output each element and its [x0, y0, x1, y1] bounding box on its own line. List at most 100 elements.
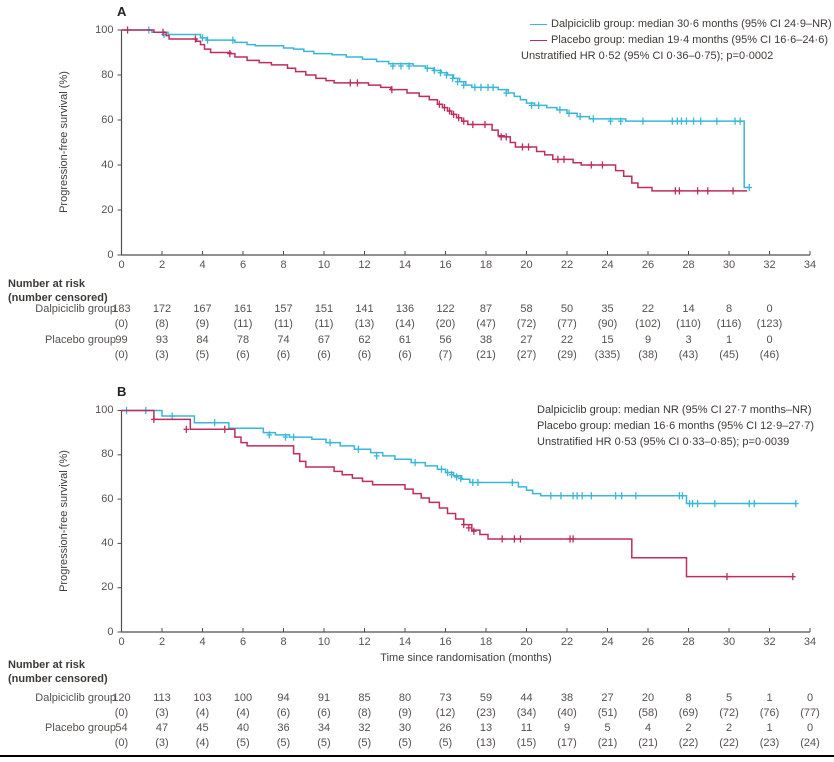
hazard-ratio-note: Unstratified HR 0·52 (95% CI 0·36–0·75);… [521, 48, 832, 64]
censored-count: (6) [317, 707, 331, 719]
at-risk-count: 122 [436, 303, 455, 315]
at-risk-count: 56 [439, 334, 452, 346]
at-risk-count: 161 [233, 303, 253, 315]
censored-count: (69) [678, 707, 699, 719]
censored-count: (6) [357, 349, 372, 361]
y-tick-label: 20 [101, 203, 114, 216]
y-tick-label: 80 [101, 68, 114, 81]
x-tick-label: 20 [520, 636, 533, 648]
legend-entry-dalpiciclib: Dalpiciclib group: median 30·6 months (9… [521, 16, 832, 32]
censored-count: (5) [236, 737, 250, 749]
at-risk-count: 94 [277, 692, 290, 704]
at-risk-count: 0 [766, 334, 773, 346]
at-risk-count: 45 [196, 722, 209, 734]
at-risk-count: 61 [398, 334, 412, 346]
censored-count: (38) [638, 349, 658, 361]
censored-count: (102) [635, 318, 661, 330]
x-tick-label: 6 [239, 636, 247, 648]
y-tick-label: 100 [95, 404, 114, 416]
at-risk-count: 136 [395, 303, 415, 315]
at-risk-count: 151 [314, 303, 334, 315]
censored-count: (5) [357, 737, 372, 749]
at-risk-count: 80 [398, 692, 412, 704]
censored-count: (6) [398, 349, 412, 361]
at-risk-count: 74 [277, 334, 290, 346]
at-risk-count: 54 [115, 722, 128, 734]
at-risk-count: 8 [685, 692, 692, 704]
at-risk-count: 13 [479, 722, 493, 734]
x-tick-label: 2 [158, 259, 166, 271]
censored-count: (5) [195, 349, 210, 361]
censored-count: (40) [557, 707, 577, 719]
x-tick-label: 12 [358, 259, 371, 271]
censored-count: (21) [638, 737, 658, 749]
x-tick-label: 24 [601, 636, 614, 648]
censored-count: (0) [114, 737, 129, 749]
at-risk-count: 1 [766, 692, 773, 704]
at-risk-count: 183 [112, 303, 131, 315]
at-risk-count: 2 [725, 722, 733, 734]
censored-count: (17) [557, 737, 577, 749]
at-risk-count: 27 [520, 334, 533, 346]
censored-count: (6) [276, 707, 291, 719]
at-risk-row-label: Placebo group [45, 334, 116, 346]
censored-count: (24) [800, 737, 820, 749]
censored-count: (0) [114, 707, 129, 719]
at-risk-count: 87 [479, 303, 493, 315]
x-tick-label: 24 [601, 259, 614, 271]
at-risk-count: 73 [439, 692, 452, 704]
legend-entry-placebo: Placebo group: median 19·4 months (95% C… [521, 32, 832, 48]
at-risk-count: 78 [236, 334, 250, 346]
at-risk-count: 0 [806, 692, 814, 704]
censored-count: (12) [435, 707, 456, 719]
x-tick-label: 26 [641, 259, 655, 271]
censored-count: (4) [236, 707, 250, 719]
censored-count: (4) [195, 707, 210, 719]
at-risk-count: 34 [317, 722, 331, 734]
censored-count: (76) [759, 707, 780, 719]
x-tick-label: 32 [763, 259, 776, 271]
at-risk-count: 167 [193, 303, 212, 315]
x-tick-label: 2 [158, 636, 166, 648]
at-risk-count: 40 [236, 722, 250, 734]
hazard-ratio-note: Unstratified HR 0·53 (95% CI 0·33–0·85);… [537, 434, 814, 450]
at-risk-count: 157 [274, 303, 293, 315]
censored-count: (0) [114, 318, 129, 330]
at-risk-header-panel-a: Number at risk (number censored) [8, 278, 108, 304]
x-tick-label: 16 [439, 636, 452, 648]
x-tick-label: 6 [239, 259, 247, 271]
censored-count: (5) [276, 737, 291, 749]
censored-count: (77) [800, 707, 820, 719]
x-tick-label: 16 [439, 259, 452, 271]
at-risk-count: 50 [560, 303, 574, 315]
x-tick-label: 20 [520, 259, 533, 271]
censored-count: (6) [276, 349, 291, 361]
at-risk-count: 1 [725, 334, 733, 346]
x-tick-label: 10 [317, 636, 331, 648]
legend-panel-b: Dalpiciclib group: median NR (95% CI 27·… [537, 402, 814, 450]
at-risk-count: 93 [155, 334, 169, 346]
x-tick-label: 32 [763, 636, 776, 648]
at-risk-count: 0 [806, 722, 814, 734]
y-tick-label: 40 [101, 158, 114, 171]
censored-count: (3) [155, 707, 169, 719]
at-risk-count: 36 [277, 722, 290, 734]
y-tick-label: 40 [101, 536, 114, 549]
censored-count: (9) [398, 707, 412, 719]
censored-count: (5) [317, 737, 331, 749]
at-risk-count: 38 [560, 692, 574, 704]
x-tick-label: 0 [118, 259, 125, 271]
at-risk-count: 32 [358, 722, 371, 734]
at-risk-count: 11 [520, 722, 533, 734]
at-risk-count: 99 [115, 334, 128, 346]
censored-count: (7) [438, 349, 453, 361]
y-tick-label: 60 [101, 113, 114, 126]
at-risk-count: 5 [604, 722, 611, 734]
censored-count: (77) [557, 318, 577, 330]
y-tick-label: 100 [95, 23, 114, 36]
placebo-line-swatch-icon [530, 39, 547, 41]
censored-count: (29) [557, 349, 577, 361]
censored-count: (45) [719, 349, 739, 361]
at-risk-count: 2 [685, 722, 692, 734]
at-risk-count: 38 [479, 334, 493, 346]
